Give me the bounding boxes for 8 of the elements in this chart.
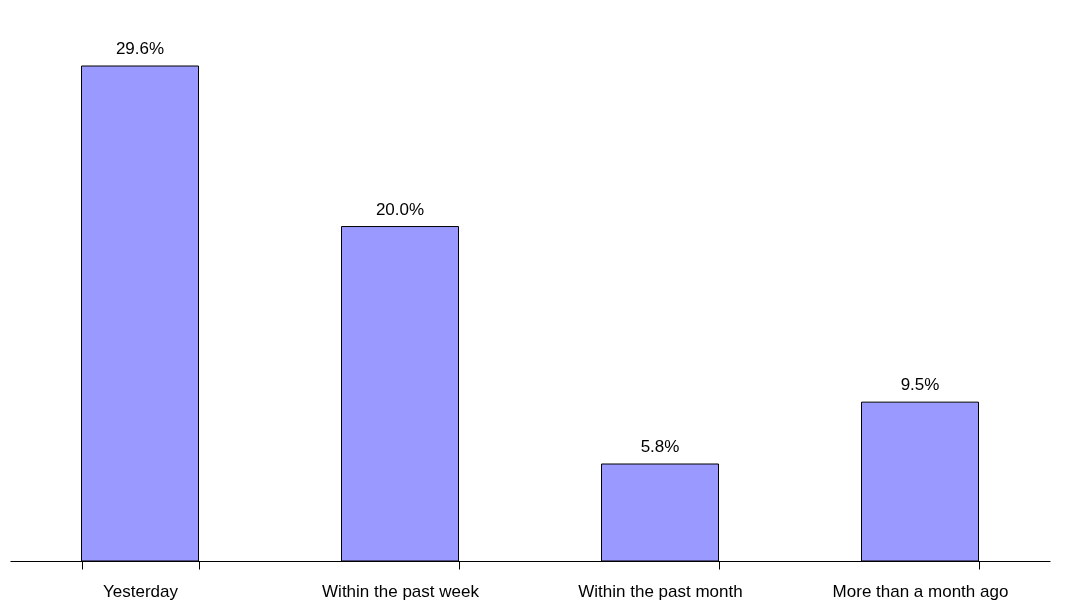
x-tick-label: Within the past week xyxy=(322,581,480,601)
x-tick-label: More than a month ago xyxy=(832,581,1009,601)
data-label: 29.6% xyxy=(115,39,165,58)
x-tick-label: Within the past month xyxy=(578,581,743,601)
data-label: 9.5% xyxy=(900,375,940,395)
x-tick-label: Yesterday xyxy=(103,581,179,601)
data-label: 20.0% xyxy=(375,199,425,219)
data-label: 5.8% xyxy=(640,437,680,457)
